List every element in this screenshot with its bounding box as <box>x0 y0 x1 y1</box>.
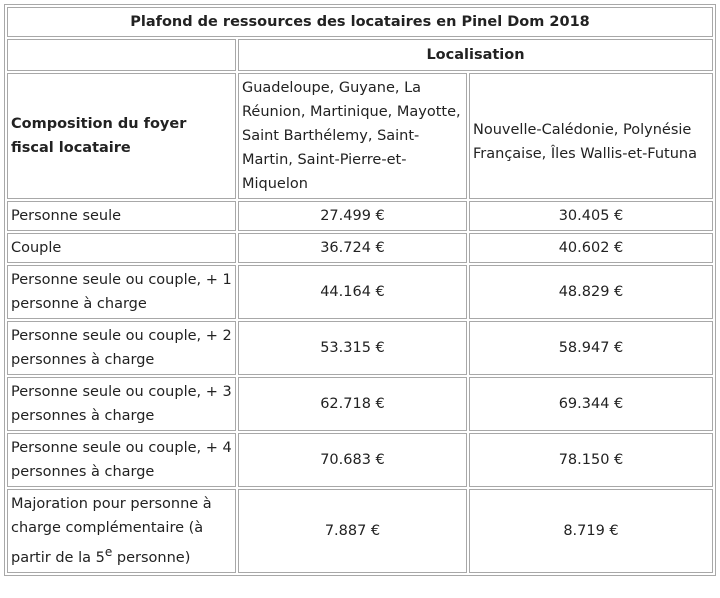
value-dom: 53.315 € <box>238 321 467 375</box>
value-com: 30.405 € <box>469 201 713 231</box>
row-label: Personne seule ou couple, + 1 personne à… <box>7 265 236 319</box>
table-row: Personne seule 27.499 € 30.405 € <box>7 201 713 231</box>
region-header-dom: Guadeloupe, Guyane, La Réunion, Martiniq… <box>238 73 467 199</box>
table-row: Couple 36.724 € 40.602 € <box>7 233 713 263</box>
value-dom: 36.724 € <box>238 233 467 263</box>
value-dom: 70.683 € <box>238 433 467 487</box>
value-com: 69.344 € <box>469 377 713 431</box>
value-dom: 27.499 € <box>238 201 467 231</box>
row-label: Personne seule <box>7 201 236 231</box>
table-row-majoration: Majoration pour personne à charge complé… <box>7 489 713 573</box>
value-com: 8.719 € <box>469 489 713 573</box>
table-row: Personne seule ou couple, + 4 personnes … <box>7 433 713 487</box>
row-label: Personne seule ou couple, + 2 personnes … <box>7 321 236 375</box>
value-com: 78.150 € <box>469 433 713 487</box>
composition-header: Composition du foyer fiscal locataire <box>7 73 236 199</box>
localisation-header: Localisation <box>238 39 713 71</box>
value-dom: 62.718 € <box>238 377 467 431</box>
row-label: Personne seule ou couple, + 3 personnes … <box>7 377 236 431</box>
majoration-superscript: e <box>104 545 113 559</box>
majoration-label: Majoration pour personne à charge complé… <box>7 489 236 573</box>
row-label: Couple <box>7 233 236 263</box>
table-row: Personne seule ou couple, + 1 personne à… <box>7 265 713 319</box>
table-title: Plafond de ressources des locataires en … <box>7 7 713 37</box>
region-header-com: Nouvelle-Calédonie, Polynésie Française,… <box>469 73 713 199</box>
value-com: 48.829 € <box>469 265 713 319</box>
empty-corner-cell <box>7 39 236 71</box>
value-com: 58.947 € <box>469 321 713 375</box>
table-row: Personne seule ou couple, + 2 personnes … <box>7 321 713 375</box>
majoration-label-end: personne) <box>112 549 191 566</box>
value-dom: 7.887 € <box>238 489 467 573</box>
value-com: 40.602 € <box>469 233 713 263</box>
majoration-label-text: Majoration pour personne à charge complé… <box>11 496 212 566</box>
row-label: Personne seule ou couple, + 4 personnes … <box>7 433 236 487</box>
income-ceiling-table: Plafond de ressources des locataires en … <box>4 4 716 576</box>
value-dom: 44.164 € <box>238 265 467 319</box>
table-row: Personne seule ou couple, + 3 personnes … <box>7 377 713 431</box>
